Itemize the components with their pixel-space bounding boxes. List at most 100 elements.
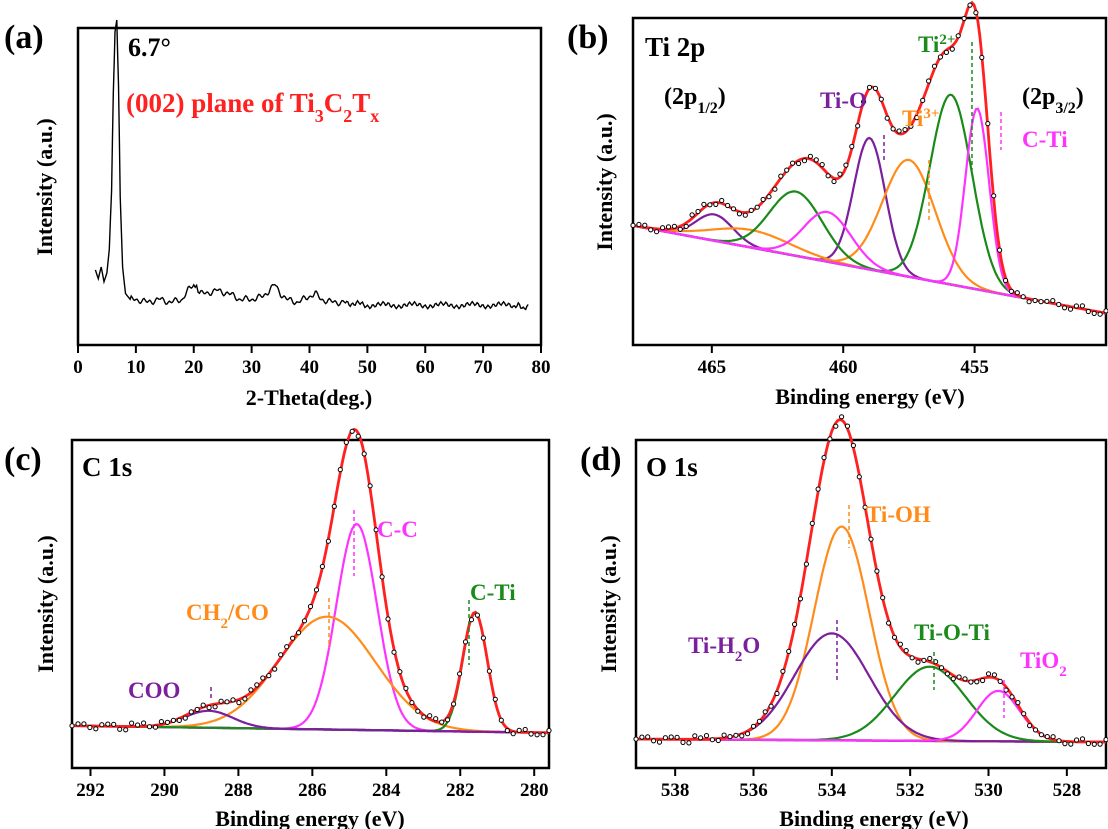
panel-a-ticks: 0 10 20 30 40 50 60 70 80 [73,345,551,378]
panel-a-plot [94,19,529,311]
x-tick-label: 20 [184,357,203,378]
data-point [648,227,654,233]
panel-d-title: O 1s [646,452,698,482]
data-point [385,616,391,622]
data-point [284,644,290,650]
data-point [914,115,920,121]
envelope-fit-line [636,418,1106,744]
data-point [680,739,686,746]
data-point [707,202,713,208]
data-point [886,620,892,626]
data-point [730,206,737,212]
data-point [686,740,692,746]
data-point [474,612,480,618]
data-point [248,687,254,693]
data-point [849,143,855,150]
data-point [891,634,898,640]
ch2-co-label: CH2/CO [186,600,269,632]
data-point [790,160,796,166]
data-point [809,520,815,527]
data-point [997,678,1003,685]
data-point [915,659,921,665]
data-point [645,734,651,740]
data-point [146,724,153,730]
data-point [784,167,790,173]
data-point [754,204,760,210]
data-point [534,732,540,738]
x-tick-label: 0 [73,357,83,378]
data-point [662,735,669,741]
data-point [856,474,862,480]
data-point [1032,727,1039,733]
panel-a-ylabel: Intensity (a.u.) [32,118,57,256]
data-point [462,639,469,645]
data-point [1014,290,1020,296]
data-point [736,211,743,217]
data-point [689,212,695,218]
panel-b-title: Ti 2p [645,32,705,62]
data-point [236,700,242,706]
panel-b-ticks: 465 460 455 [698,345,989,378]
data-point [756,718,763,725]
panel-b-ti2p: (b) 465 460 455 Binding energy (eV) Intens… [567,0,1108,409]
xrd-peak-label: 6.7° [128,33,171,62]
data-point [815,486,821,492]
data-point [974,679,980,685]
panel-c-xlabel: Binding energy (eV) [215,806,404,829]
data-point [212,704,218,710]
data-point [636,221,642,228]
data-point [349,428,355,434]
data-point [709,737,716,743]
data-point [797,596,804,602]
data-point [337,467,343,473]
data-point [278,652,284,658]
data-point [938,665,945,671]
data-point [87,724,93,731]
data-point [943,49,950,56]
data-point [991,193,997,199]
data-point [760,196,766,203]
data-point [1038,299,1044,305]
ti-o-ti-label: Ti-O-Ti [914,620,990,645]
data-point [703,733,710,739]
data-point [872,85,879,92]
data-point [908,123,914,129]
data-point [692,733,698,739]
x-tick-label: 282 [446,780,475,801]
component-ti-o [632,136,1107,315]
data-point [921,657,927,664]
panel-a-xlabel: 2-Theta(deg.) [246,385,372,410]
x-tick-label: 290 [150,780,179,801]
data-point [980,677,986,684]
data-point [766,194,772,200]
data-point [200,702,206,708]
c-ti-label-c: C-Ti [470,580,516,605]
data-point [955,33,961,39]
data-point [182,715,188,721]
data-point [745,731,751,737]
xrd-pattern-line [94,19,529,311]
data-point [833,423,839,429]
data-point [698,735,704,741]
data-point [668,734,674,740]
data-point [105,721,111,727]
panel-c-ticks: 292 290 288 286 284 282 280 [76,768,548,801]
data-point [819,162,825,168]
coo-label: COO [128,678,180,703]
data-point [296,630,302,636]
data-point [1097,741,1103,747]
data-point [439,719,445,725]
data-point [1103,308,1108,314]
data-point [123,727,129,733]
data-point [319,563,325,570]
data-point [884,115,890,121]
data-point [1026,299,1032,305]
x-tick-label: 460 [829,357,858,378]
data-point [739,733,745,739]
data-point [504,728,510,734]
data-point [866,84,873,91]
data-point [254,682,260,688]
data-point [733,732,739,738]
data-point [727,734,733,740]
